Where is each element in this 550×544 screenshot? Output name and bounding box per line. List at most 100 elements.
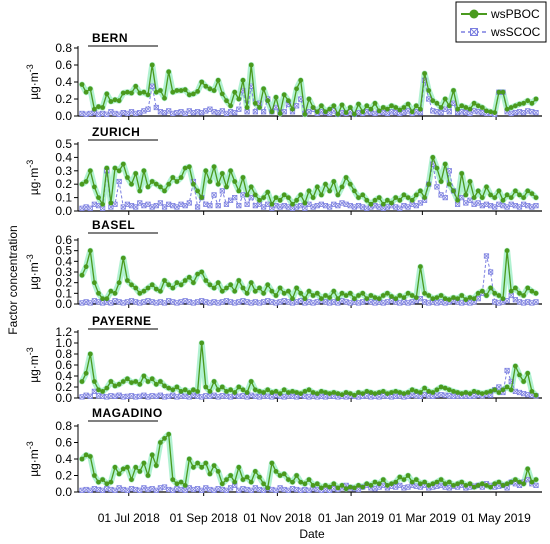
wspboc-point: [529, 389, 535, 394]
wspboc-point: [104, 165, 110, 171]
wspboc-point: [174, 88, 180, 93]
wspboc-point: [488, 389, 493, 394]
wspboc-point: [162, 188, 167, 194]
wspboc-point: [129, 380, 134, 385]
wsscoc-point: [145, 201, 151, 207]
wspboc-point: [533, 195, 539, 201]
wspboc-point: [372, 391, 378, 396]
y-tick-label: 1.2: [55, 325, 72, 339]
wspboc-point: [236, 188, 242, 194]
wspboc-point: [339, 102, 345, 108]
wsscoc-point: [199, 394, 205, 400]
wsscoc-point: [533, 299, 539, 305]
wspboc-point: [265, 189, 271, 195]
wsscoc-point: [454, 201, 461, 207]
wspboc-point: [191, 280, 196, 286]
wsscoc-point: [508, 292, 514, 299]
y-tick-label: 0.6: [55, 233, 72, 247]
wsscoc-point: [248, 194, 254, 201]
wspboc-point: [224, 98, 229, 104]
wspboc-point: [446, 181, 452, 187]
wspboc-point: [418, 106, 423, 112]
wspboc-point: [504, 481, 510, 487]
y-tick-label: 0.1: [55, 286, 72, 300]
wsscoc-point: [87, 205, 93, 211]
wsscoc-point: [133, 204, 139, 210]
wspboc-point: [455, 390, 460, 395]
wspboc-point: [463, 390, 469, 395]
wspboc-point: [323, 293, 328, 298]
wspboc-point: [261, 195, 266, 201]
wspboc-point: [290, 296, 295, 302]
wspboc-point: [133, 464, 139, 470]
wsscoc-point: [434, 184, 440, 190]
wspboc-point: [335, 192, 341, 198]
wspboc-point: [409, 109, 415, 115]
wspboc-point: [364, 389, 370, 394]
wspboc-point: [100, 477, 105, 482]
wspboc-point: [331, 481, 337, 487]
wspboc-point: [294, 285, 299, 291]
wspboc-point: [252, 192, 258, 198]
wspboc-point: [298, 290, 304, 296]
wsscoc-point: [298, 203, 304, 209]
wspboc-point: [376, 390, 382, 395]
wspboc-point: [108, 379, 114, 384]
wspboc-point: [413, 103, 419, 109]
wspboc-point: [257, 197, 262, 203]
wspboc-point: [203, 278, 209, 283]
wspboc-point: [343, 486, 349, 492]
wspboc-point: [376, 296, 382, 302]
wspboc-point: [240, 387, 246, 393]
panel-basel: BASEL 0.00.10.20.30.40.50.6 µg·m-3: [25, 218, 542, 311]
wspboc-point: [327, 188, 332, 194]
wspboc-point: [492, 110, 498, 115]
wspboc-point: [426, 293, 432, 298]
wspboc-point: [323, 390, 328, 395]
wspboc-point: [240, 477, 246, 482]
wsscoc-point: [442, 194, 448, 201]
wspboc-point: [79, 456, 85, 462]
wspboc-point: [182, 165, 188, 171]
wspboc-point: [269, 109, 275, 115]
wspboc-point: [199, 269, 205, 275]
x-tick-label: 01 Nov 2018: [243, 511, 311, 525]
y-tick-label: 0.0: [55, 109, 72, 123]
wspboc-point: [521, 481, 526, 487]
wspboc-point: [314, 109, 320, 115]
wspboc-point: [533, 96, 539, 102]
wspboc-point: [137, 469, 143, 474]
wsscoc-point: [483, 253, 490, 259]
wspboc-point: [286, 195, 291, 201]
wsscoc-point: [145, 106, 151, 112]
wspboc-point: [224, 184, 229, 190]
wspboc-point: [125, 89, 130, 95]
wspboc-point: [438, 293, 444, 298]
y-tick-label: 0.2: [55, 380, 72, 394]
wspboc-point: [158, 379, 163, 384]
wspboc-point: [525, 370, 531, 376]
wspboc-point: [368, 390, 374, 395]
y-tick-label: 0.4: [55, 150, 72, 164]
wspboc-point: [405, 290, 411, 296]
wspboc-point: [170, 477, 176, 482]
y-tick-label: 0.0: [55, 485, 72, 499]
wspboc-point: [393, 479, 399, 485]
wsscoc-point: [384, 204, 391, 210]
wspboc-point: [87, 248, 93, 254]
wsscoc-point: [459, 194, 465, 201]
legend-scoc-label: wsSCOC: [490, 25, 541, 39]
wspboc-point: [426, 181, 432, 187]
wspboc-point: [525, 285, 531, 291]
wspboc-point: [244, 474, 250, 480]
wsscoc-point: [91, 486, 97, 492]
wspboc-point: [125, 278, 130, 283]
wsscoc-point: [157, 200, 164, 206]
wspboc-point: [261, 290, 266, 296]
wspboc-point: [236, 384, 242, 390]
wspboc-point: [389, 390, 394, 395]
wsscoc-point: [446, 393, 452, 399]
wspboc-point: [215, 181, 221, 187]
wsscoc-point: [244, 109, 250, 115]
wspboc-point: [141, 460, 147, 466]
